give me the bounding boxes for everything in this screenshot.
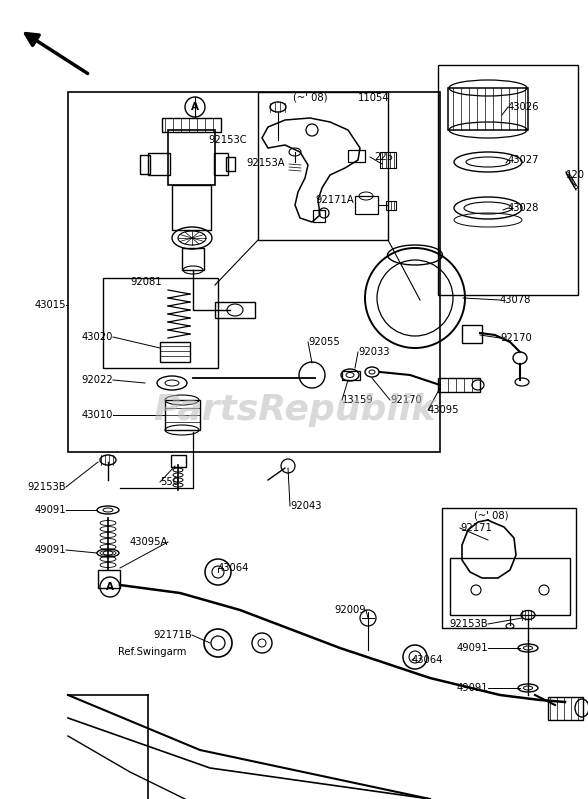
- Bar: [103, 278, 218, 368]
- Bar: [442, 508, 576, 628]
- Text: 43027: 43027: [508, 155, 540, 165]
- Bar: [98, 570, 120, 588]
- Bar: [355, 196, 378, 214]
- Text: 43020: 43020: [82, 332, 113, 342]
- Bar: [348, 150, 365, 162]
- Bar: [182, 248, 204, 270]
- Bar: [380, 152, 396, 168]
- Text: 43064: 43064: [412, 655, 443, 665]
- Text: 92153B: 92153B: [28, 482, 66, 492]
- Bar: [438, 378, 480, 392]
- Text: 92171B: 92171B: [153, 630, 192, 640]
- Bar: [171, 455, 186, 467]
- Bar: [165, 400, 200, 430]
- Text: 92153C: 92153C: [208, 135, 247, 145]
- Bar: [140, 155, 150, 174]
- Text: 43095: 43095: [428, 405, 459, 415]
- Text: A: A: [191, 102, 199, 112]
- Text: 43010: 43010: [82, 410, 113, 420]
- Bar: [462, 325, 482, 343]
- Bar: [215, 302, 255, 318]
- Text: (~' 08): (~' 08): [474, 510, 509, 520]
- Bar: [226, 157, 235, 171]
- Bar: [548, 697, 583, 720]
- Bar: [162, 118, 221, 132]
- Text: 92153A: 92153A: [246, 158, 285, 168]
- Bar: [313, 210, 325, 222]
- Bar: [214, 153, 228, 175]
- Text: 43028: 43028: [508, 203, 539, 213]
- Text: Ref.Swingarm: Ref.Swingarm: [118, 647, 186, 657]
- Bar: [450, 558, 570, 615]
- Bar: [172, 185, 211, 230]
- Bar: [386, 201, 396, 210]
- Text: 11054: 11054: [358, 93, 390, 103]
- Text: 92009: 92009: [335, 605, 366, 615]
- Text: 43078: 43078: [500, 295, 532, 305]
- Text: 92153B: 92153B: [449, 619, 488, 629]
- Text: PartsRepublik: PartsRepublik: [153, 393, 435, 427]
- Bar: [448, 88, 528, 130]
- Text: 92170: 92170: [390, 395, 422, 405]
- Text: (~' 08): (~' 08): [293, 92, 328, 102]
- Text: 92171: 92171: [460, 523, 492, 533]
- Text: A: A: [106, 582, 114, 592]
- Bar: [438, 65, 578, 295]
- Text: 43064: 43064: [218, 563, 249, 573]
- Text: 92171A: 92171A: [315, 195, 354, 205]
- Text: 43015: 43015: [35, 300, 66, 310]
- Text: 49091: 49091: [456, 643, 488, 653]
- Text: 49091: 49091: [34, 545, 66, 555]
- Text: 225: 225: [374, 152, 393, 162]
- Text: 49091: 49091: [34, 505, 66, 515]
- Text: 92170: 92170: [500, 333, 532, 343]
- Bar: [68, 92, 440, 452]
- Text: 49091: 49091: [456, 683, 488, 693]
- Text: 92043: 92043: [290, 501, 322, 511]
- Bar: [160, 342, 190, 362]
- Text: 13159: 13159: [342, 395, 374, 405]
- Bar: [258, 92, 388, 240]
- Text: 550: 550: [160, 477, 179, 487]
- Bar: [342, 371, 360, 380]
- Bar: [148, 153, 170, 175]
- Text: 92022: 92022: [81, 375, 113, 385]
- Text: 92033: 92033: [358, 347, 389, 357]
- Bar: [168, 130, 215, 185]
- Text: 92081: 92081: [130, 277, 162, 287]
- Text: 43026: 43026: [508, 102, 540, 112]
- Text: 120: 120: [566, 170, 585, 180]
- Text: 92055: 92055: [308, 337, 340, 347]
- Text: 43095A: 43095A: [129, 537, 168, 547]
